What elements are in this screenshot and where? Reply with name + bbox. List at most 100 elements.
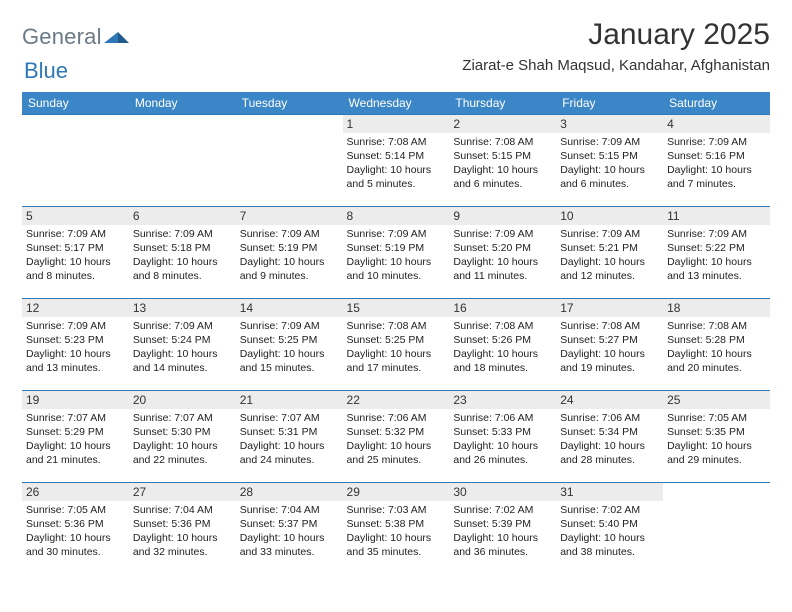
empty-cell xyxy=(236,115,343,207)
day-detail: Sunrise: 7:09 AMSunset: 5:24 PMDaylight:… xyxy=(133,320,232,375)
day-number: 31 xyxy=(556,483,663,501)
day-cell: 3 Sunrise: 7:09 AMSunset: 5:15 PMDaylight… xyxy=(556,115,663,207)
empty-cell xyxy=(22,115,129,207)
month-title: January 2025 xyxy=(462,18,770,51)
day-number: 17 xyxy=(556,299,663,317)
day-number: 23 xyxy=(449,391,556,409)
day-cell: 23Sunrise: 7:06 AMSunset: 5:33 PMDayligh… xyxy=(449,391,556,483)
day-cell: 22 Sunrise: 7:06 AMSunset: 5:32 PMDayligh… xyxy=(343,391,450,483)
calendar-row: 12 Sunrise: 7:09 AMSunset: 5:23 PMDayligh… xyxy=(22,299,770,391)
weekday-header: Monday xyxy=(129,92,236,115)
day-detail: Sunrise: 7:05 AMSunset: 5:36 PMDaylight:… xyxy=(26,504,125,559)
day-cell: 10 Sunrise: 7:09 AMSunset: 5:21 PMDayligh… xyxy=(556,207,663,299)
day-number: 1 xyxy=(343,115,450,133)
day-detail: Sunrise: 7:04 AMSunset: 5:37 PMDaylight:… xyxy=(240,504,339,559)
day-cell: 18 Sunrise: 7:08 AMSunset: 5:28 PMDayligh… xyxy=(663,299,770,391)
day-cell: 16 Sunrise: 7:08 AMSunset: 5:26 PMDayligh… xyxy=(449,299,556,391)
calendar-body: 1Sunrise: 7:08 AMSunset: 5:14 PMDaylight… xyxy=(22,115,770,575)
day-detail: Sunrise: 7:09 AMSunset: 5:17 PMDaylight:… xyxy=(26,228,125,283)
day-detail: Sunrise: 7:09 AMSunset: 5:15 PMDaylight:… xyxy=(560,136,659,191)
day-cell: 9Sunrise: 7:09 AMSunset: 5:20 PMDaylight… xyxy=(449,207,556,299)
day-detail: Sunrise: 7:02 AMSunset: 5:39 PMDaylight:… xyxy=(453,504,552,559)
day-cell: 17 Sunrise: 7:08 AMSunset: 5:27 PMDayligh… xyxy=(556,299,663,391)
day-cell: 29 Sunrise: 7:03 AMSunset: 5:38 PMDayligh… xyxy=(343,483,450,575)
day-cell: 4Sunrise: 7:09 AMSunset: 5:16 PMDaylight… xyxy=(663,115,770,207)
calendar-row: 1Sunrise: 7:08 AMSunset: 5:14 PMDaylight… xyxy=(22,115,770,207)
calendar-row: 19 Sunrise: 7:07 AMSunset: 5:29 PMDayligh… xyxy=(22,391,770,483)
day-detail: Sunrise: 7:05 AMSunset: 5:35 PMDaylight:… xyxy=(667,412,766,467)
brand-name-2: Blue xyxy=(24,58,68,83)
day-detail: Sunrise: 7:07 AMSunset: 5:29 PMDaylight:… xyxy=(26,412,125,467)
day-detail: Sunrise: 7:09 AMSunset: 5:23 PMDaylight:… xyxy=(26,320,125,375)
weekday-header: Saturday xyxy=(663,92,770,115)
weekday-header: Sunday xyxy=(22,92,129,115)
day-cell: 31 Sunrise: 7:02 AMSunset: 5:40 PMDayligh… xyxy=(556,483,663,575)
day-detail: Sunrise: 7:09 AMSunset: 5:16 PMDaylight:… xyxy=(667,136,766,191)
day-cell: 25Sunrise: 7:05 AMSunset: 5:35 PMDayligh… xyxy=(663,391,770,483)
day-number: 6 xyxy=(129,207,236,225)
title-block: January 2025 Ziarat-e Shah Maqsud, Kanda… xyxy=(462,18,770,74)
day-cell: 30 Sunrise: 7:02 AMSunset: 5:39 PMDayligh… xyxy=(449,483,556,575)
day-cell: 24 Sunrise: 7:06 AMSunset: 5:34 PMDayligh… xyxy=(556,391,663,483)
day-cell: 7Sunrise: 7:09 AMSunset: 5:19 PMDaylight… xyxy=(236,207,343,299)
day-detail: Sunrise: 7:08 AMSunset: 5:25 PMDaylight:… xyxy=(347,320,446,375)
page: General January 2025 Ziarat-e Shah Maqsu… xyxy=(0,0,792,585)
brand-logo: General xyxy=(22,24,132,50)
day-cell: 12 Sunrise: 7:09 AMSunset: 5:23 PMDayligh… xyxy=(22,299,129,391)
day-detail: Sunrise: 7:04 AMSunset: 5:36 PMDaylight:… xyxy=(133,504,232,559)
day-number: 15 xyxy=(343,299,450,317)
day-detail: Sunrise: 7:09 AMSunset: 5:18 PMDaylight:… xyxy=(133,228,232,283)
day-number: 29 xyxy=(343,483,450,501)
day-number: 22 xyxy=(343,391,450,409)
day-number: 21 xyxy=(236,391,343,409)
day-cell: 21 Sunrise: 7:07 AMSunset: 5:31 PMDayligh… xyxy=(236,391,343,483)
day-number: 12 xyxy=(22,299,129,317)
day-number: 8 xyxy=(343,207,450,225)
weekday-header: Wednesday xyxy=(343,92,450,115)
day-detail: Sunrise: 7:07 AMSunset: 5:31 PMDaylight:… xyxy=(240,412,339,467)
day-cell: 5 Sunrise: 7:09 AMSunset: 5:17 PMDaylight… xyxy=(22,207,129,299)
day-number: 27 xyxy=(129,483,236,501)
day-number: 2 xyxy=(449,115,556,133)
day-detail: Sunrise: 7:08 AMSunset: 5:28 PMDaylight:… xyxy=(667,320,766,375)
day-cell: 19 Sunrise: 7:07 AMSunset: 5:29 PMDayligh… xyxy=(22,391,129,483)
day-number: 18 xyxy=(663,299,770,317)
brand-name-1: General xyxy=(22,24,102,50)
day-number: 14 xyxy=(236,299,343,317)
day-detail: Sunrise: 7:08 AMSunset: 5:26 PMDaylight:… xyxy=(453,320,552,375)
day-cell: 13 Sunrise: 7:09 AMSunset: 5:24 PMDayligh… xyxy=(129,299,236,391)
weekday-header: Friday xyxy=(556,92,663,115)
day-number: 3 xyxy=(556,115,663,133)
day-number: 10 xyxy=(556,207,663,225)
day-cell: 6 Sunrise: 7:09 AMSunset: 5:18 PMDaylight… xyxy=(129,207,236,299)
day-number: 20 xyxy=(129,391,236,409)
day-detail: Sunrise: 7:08 AMSunset: 5:27 PMDaylight:… xyxy=(560,320,659,375)
calendar-row: 26Sunrise: 7:05 AMSunset: 5:36 PMDayligh… xyxy=(22,483,770,575)
day-number: 5 xyxy=(22,207,129,225)
weekday-header: Thursday xyxy=(449,92,556,115)
day-cell: 15 Sunrise: 7:08 AMSunset: 5:25 PMDayligh… xyxy=(343,299,450,391)
day-detail: Sunrise: 7:03 AMSunset: 5:38 PMDaylight:… xyxy=(347,504,446,559)
day-number: 19 xyxy=(22,391,129,409)
day-cell: 20Sunrise: 7:07 AMSunset: 5:30 PMDayligh… xyxy=(129,391,236,483)
day-cell: 14 Sunrise: 7:09 AMSunset: 5:25 PMDayligh… xyxy=(236,299,343,391)
day-detail: Sunrise: 7:09 AMSunset: 5:21 PMDaylight:… xyxy=(560,228,659,283)
day-detail: Sunrise: 7:06 AMSunset: 5:32 PMDaylight:… xyxy=(347,412,446,467)
day-number: 11 xyxy=(663,207,770,225)
day-detail: Sunrise: 7:08 AMSunset: 5:15 PMDaylight:… xyxy=(453,136,552,191)
day-cell: 8 Sunrise: 7:09 AMSunset: 5:19 PMDaylight… xyxy=(343,207,450,299)
day-number: 30 xyxy=(449,483,556,501)
day-number: 9 xyxy=(449,207,556,225)
day-number: 16 xyxy=(449,299,556,317)
day-detail: Sunrise: 7:09 AMSunset: 5:25 PMDaylight:… xyxy=(240,320,339,375)
day-detail: Sunrise: 7:02 AMSunset: 5:40 PMDaylight:… xyxy=(560,504,659,559)
day-detail: Sunrise: 7:09 AMSunset: 5:19 PMDaylight:… xyxy=(347,228,446,283)
day-detail: Sunrise: 7:06 AMSunset: 5:34 PMDaylight:… xyxy=(560,412,659,467)
location-label: Ziarat-e Shah Maqsud, Kandahar, Afghanis… xyxy=(462,57,770,74)
day-number: 24 xyxy=(556,391,663,409)
day-detail: Sunrise: 7:09 AMSunset: 5:19 PMDaylight:… xyxy=(240,228,339,283)
weekday-header-row: Sunday Monday Tuesday Wednesday Thursday… xyxy=(22,92,770,115)
day-cell: 28Sunrise: 7:04 AMSunset: 5:37 PMDayligh… xyxy=(236,483,343,575)
day-cell: 11Sunrise: 7:09 AMSunset: 5:22 PMDayligh… xyxy=(663,207,770,299)
day-number: 13 xyxy=(129,299,236,317)
